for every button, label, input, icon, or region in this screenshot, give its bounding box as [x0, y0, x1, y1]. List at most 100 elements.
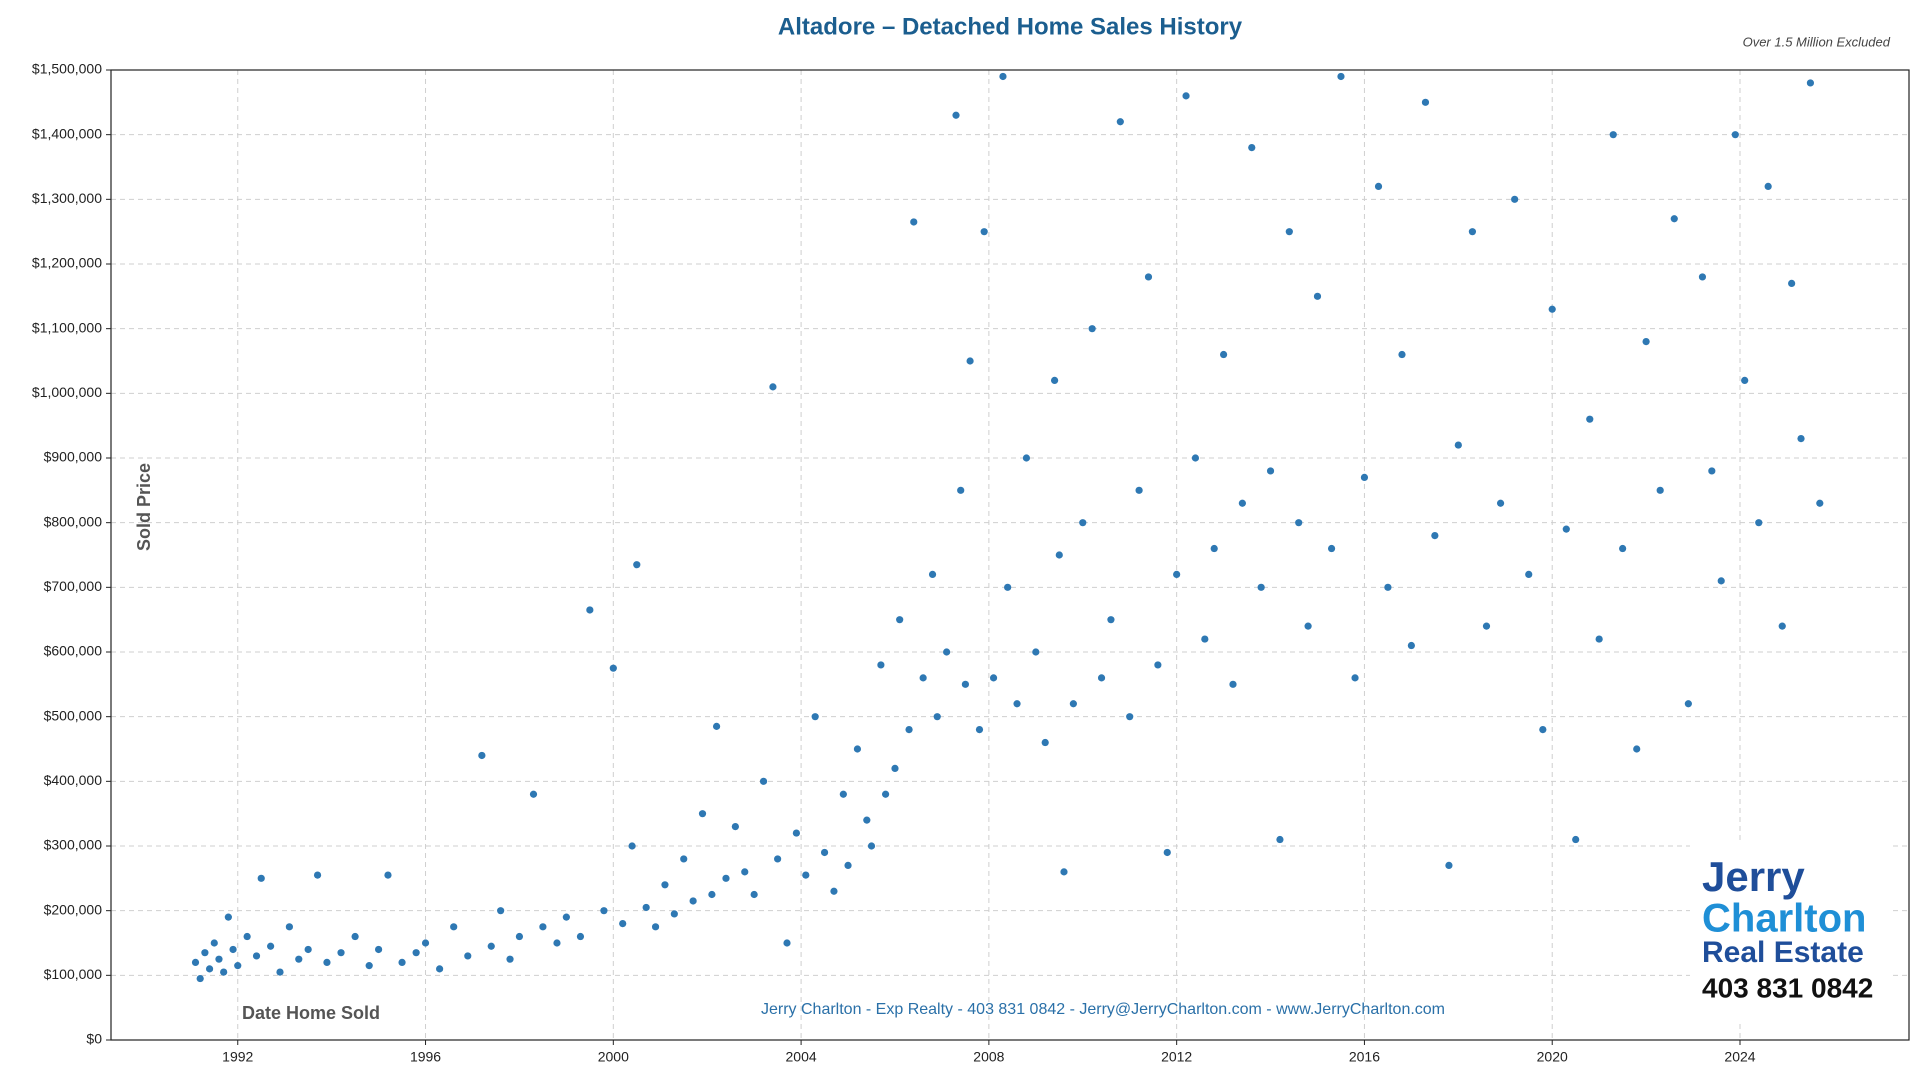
point [586, 606, 594, 614]
point [910, 218, 918, 226]
point [1116, 118, 1124, 126]
point [1313, 292, 1322, 300]
point [905, 726, 913, 734]
point [205, 965, 214, 973]
point [943, 648, 951, 656]
point [863, 816, 871, 824]
y-tick-label: $500,000 [44, 707, 103, 723]
point [487, 942, 495, 950]
point [1548, 305, 1556, 313]
point [1468, 228, 1477, 236]
y-tick-label: $300,000 [44, 837, 103, 853]
point [1004, 583, 1012, 591]
logo-phone: 403 831 0842 [1702, 972, 1873, 1003]
point [867, 842, 876, 850]
point [1431, 532, 1439, 540]
point [1684, 700, 1692, 708]
point [351, 932, 359, 941]
point [670, 910, 678, 918]
point [1633, 745, 1641, 753]
point [680, 855, 688, 863]
point [1670, 215, 1678, 223]
point [961, 680, 970, 688]
point [1154, 661, 1162, 669]
point [220, 968, 228, 976]
point [1088, 325, 1096, 333]
point [844, 861, 852, 870]
point [928, 570, 937, 579]
point [774, 855, 782, 863]
point [1454, 441, 1462, 449]
point [933, 713, 941, 721]
point [1619, 544, 1627, 553]
point [1595, 635, 1603, 643]
x-tick-label: 2020 [1537, 1049, 1568, 1065]
point [1163, 848, 1171, 857]
point [1126, 713, 1134, 721]
y-tick-label: $200,000 [44, 901, 103, 917]
point [1229, 680, 1237, 688]
point [600, 907, 608, 915]
point [1276, 835, 1284, 844]
point [1182, 92, 1190, 100]
point [619, 920, 627, 928]
point [201, 949, 209, 957]
point [830, 887, 838, 895]
point [1741, 376, 1749, 384]
point [952, 111, 960, 119]
point [553, 939, 561, 947]
y-tick-label: $1,100,000 [32, 319, 102, 335]
point [464, 952, 472, 960]
point [689, 897, 697, 905]
point [365, 962, 373, 970]
point [651, 923, 660, 931]
point [792, 829, 800, 837]
point [529, 790, 538, 798]
x-tick-label: 2008 [973, 1049, 1004, 1065]
logo-line2: Charlton [1702, 897, 1866, 941]
point [896, 616, 904, 624]
point [1210, 544, 1218, 553]
point [1360, 473, 1369, 481]
point [1144, 273, 1153, 281]
point [412, 949, 420, 957]
point [478, 751, 486, 760]
point [191, 958, 200, 967]
point [802, 871, 810, 879]
point [1238, 499, 1246, 507]
point [1797, 435, 1805, 443]
point [576, 932, 585, 941]
point [1698, 273, 1707, 281]
point [1398, 350, 1406, 359]
point [337, 949, 345, 957]
y-tick-label: $1,200,000 [32, 255, 102, 271]
point [1135, 486, 1143, 494]
point [1220, 350, 1228, 359]
y-tick-label: $700,000 [44, 578, 103, 594]
point [1778, 622, 1786, 630]
point [285, 923, 293, 931]
point [1022, 454, 1031, 462]
point [966, 357, 974, 365]
point [1107, 616, 1115, 624]
point [999, 72, 1007, 81]
x-tick-label: 2012 [1161, 1049, 1192, 1065]
point [1586, 415, 1594, 423]
point [1656, 486, 1664, 494]
point [1374, 182, 1383, 190]
point [229, 945, 237, 954]
point [1079, 519, 1087, 527]
plot-frame [110, 69, 1910, 1041]
point [257, 874, 265, 882]
y-axis-label: Sold Price [134, 463, 154, 551]
point [295, 955, 303, 963]
point [975, 726, 984, 734]
point [1482, 622, 1491, 630]
point [1708, 467, 1716, 475]
point [450, 923, 458, 931]
point [1351, 674, 1359, 682]
point [731, 823, 739, 831]
point [539, 923, 547, 931]
point [1445, 861, 1453, 870]
